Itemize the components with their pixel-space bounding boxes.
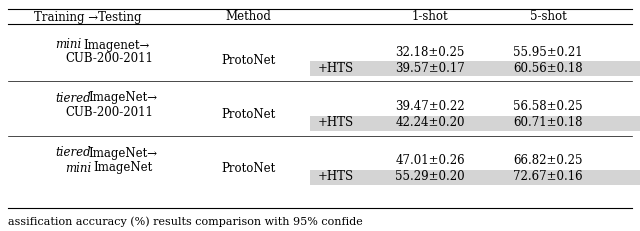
Text: 55.29±0.20: 55.29±0.20	[395, 170, 465, 183]
Text: 66.82±0.25: 66.82±0.25	[513, 155, 583, 167]
Text: assification accuracy (%) results comparison with 95% confide: assification accuracy (%) results compar…	[8, 217, 363, 227]
Text: 42.24±0.20: 42.24±0.20	[396, 116, 465, 130]
Text: ImageNet→: ImageNet→	[88, 91, 157, 104]
Text: Training →Testing: Training →Testing	[35, 10, 141, 24]
Text: +HTS: +HTS	[318, 61, 354, 75]
Bar	[310, 61, 640, 76]
Text: +HTS: +HTS	[318, 116, 354, 130]
Text: mini: mini	[65, 161, 92, 174]
Text: ProtoNet: ProtoNet	[221, 162, 275, 176]
Text: 39.57±0.17: 39.57±0.17	[395, 61, 465, 75]
Text: 60.71±0.18: 60.71±0.18	[513, 116, 583, 130]
Text: 47.01±0.26: 47.01±0.26	[395, 155, 465, 167]
Text: 56.58±0.25: 56.58±0.25	[513, 100, 583, 113]
Text: 1-shot: 1-shot	[412, 10, 448, 24]
Text: +HTS: +HTS	[318, 170, 354, 183]
Bar	[310, 116, 640, 131]
Text: CUB-200-2011: CUB-200-2011	[65, 106, 153, 119]
Text: Imagenet→: Imagenet→	[83, 39, 149, 52]
Text: 72.67±0.16: 72.67±0.16	[513, 170, 583, 183]
Bar	[310, 170, 640, 185]
Text: 60.56±0.18: 60.56±0.18	[513, 61, 583, 75]
Text: ProtoNet: ProtoNet	[221, 54, 275, 67]
Text: CUB-200-2011: CUB-200-2011	[65, 52, 153, 66]
Text: ProtoNet: ProtoNet	[221, 109, 275, 122]
Text: 55.95±0.21: 55.95±0.21	[513, 46, 583, 58]
Text: tiered: tiered	[55, 91, 91, 104]
Text: Method: Method	[225, 10, 271, 24]
Text: 5-shot: 5-shot	[530, 10, 566, 24]
Text: 32.18±0.25: 32.18±0.25	[396, 46, 465, 58]
Text: tiered: tiered	[55, 146, 91, 159]
Text: ImageNet: ImageNet	[93, 161, 152, 174]
Text: ImageNet→: ImageNet→	[88, 146, 157, 159]
Text: mini: mini	[55, 39, 81, 52]
Text: 39.47±0.22: 39.47±0.22	[395, 100, 465, 113]
